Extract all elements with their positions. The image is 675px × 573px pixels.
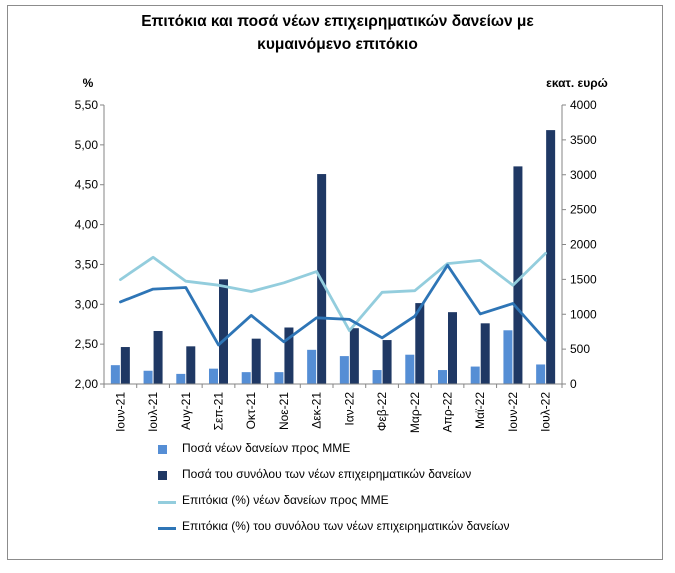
bar-sme-amount-6 (307, 349, 317, 384)
line-total-rates (119, 263, 547, 347)
bar-total-amount-7 (349, 328, 359, 384)
legend-swatch-total-amounts (158, 471, 167, 480)
bar-total-amount-9 (415, 303, 425, 384)
x-tick-label-7: Ιαν-22 (342, 392, 356, 426)
y-right-tick-label-2: 1000 (570, 307, 597, 321)
legend-label-sme-amounts: Ποσά νέων δανείων προς ΜΜΕ (182, 441, 351, 455)
bar-sme-amount-11 (470, 366, 480, 384)
y-left-tick-label-5: 4,50 (75, 178, 99, 192)
bar-total-amount-11 (480, 323, 490, 384)
chart-title-line-1: Επιτόκια και ποσά νέων επιχειρηματικών δ… (141, 13, 534, 30)
y-right-tick-label-8: 4000 (570, 98, 597, 112)
x-tick-label-0: Ιουν-21 (113, 392, 127, 432)
y-left-tick-label-4: 4,00 (75, 218, 99, 232)
bar-sme-amount-3 (209, 368, 218, 384)
bar-total-amount-8 (382, 340, 392, 384)
bar-sme-amount-10 (438, 370, 447, 384)
x-tick-label-2: Αυγ-21 (179, 392, 193, 430)
bar-total-amount-3 (219, 279, 228, 384)
x-tick-label-12: Ιουν-22 (506, 392, 520, 432)
y-left-tick-label-2: 3,00 (75, 297, 99, 311)
bar-sme-amount-1 (143, 370, 153, 384)
bar-total-amount-10 (448, 312, 457, 384)
y-left-tick-label-0: 2,00 (75, 377, 99, 391)
y-left-tick-label-7: 5,50 (75, 98, 99, 112)
legend-label-total-rates: Επιτόκια (%) του συνόλου των νέων επιχει… (182, 519, 510, 533)
bar-total-amount-0 (120, 347, 130, 384)
bar-sme-amount-8 (372, 370, 382, 384)
chart-title-line-2: κυμαινόμενο επιτόκιο (257, 36, 418, 53)
legend-line-total-rates (158, 527, 176, 530)
y-axis-right-unit: εκατ. ευρώ (546, 76, 608, 90)
y-right-tick-label-0: 0 (570, 377, 577, 391)
x-tick-label-3: Σεπ-21 (212, 392, 226, 431)
y-left-tick-label-1: 2,50 (75, 337, 99, 351)
x-tick-label-6: Δεκ-21 (310, 392, 324, 429)
bar-total-amount-5 (284, 327, 294, 384)
bar-total-amount-12 (513, 166, 523, 384)
y-right-tick-label-4: 2000 (570, 238, 597, 252)
x-tick-label-9: Μαρ-22 (408, 392, 422, 433)
chart-title: Επιτόκια και ποσά νέων επιχειρηματικών δ… (0, 10, 675, 56)
legend-line-sme-rates (158, 501, 176, 504)
bar-sme-amount-5 (274, 372, 284, 384)
bar-sme-amount-7 (339, 356, 349, 384)
x-tick-label-1: Ιουλ-21 (146, 392, 160, 432)
legend-label-total-amounts: Ποσά του συνόλου των νέων επιχειρηματικώ… (182, 467, 472, 481)
bar-sme-amount-12 (503, 330, 513, 384)
bar-total-amount-13 (546, 130, 556, 384)
y-right-tick-label-3: 1500 (570, 272, 597, 286)
x-tick-label-10: Απρ-22 (441, 392, 455, 433)
legend-swatch-sme-amounts (158, 445, 167, 454)
bar-sme-amount-4 (241, 372, 251, 384)
y-right-tick-label-1: 500 (570, 342, 590, 356)
line-sme-rates (119, 251, 547, 333)
y-axis-left-unit: % (83, 76, 94, 90)
y-right-tick-label-6: 3000 (570, 168, 597, 182)
bar-sme-amount-9 (405, 354, 415, 384)
x-tick-label-13: Ιουλ-22 (539, 392, 553, 432)
y-left-tick-label-3: 3,50 (75, 257, 99, 271)
x-tick-label-11: Μαϊ-22 (473, 392, 487, 429)
y-right-tick-label-5: 2500 (570, 203, 597, 217)
bar-sme-amount-2 (176, 373, 186, 384)
x-tick-label-5: Νοε-21 (277, 392, 291, 430)
y-left-tick-label-6: 5,00 (75, 138, 99, 152)
legend-label-sme-rates: Επιτόκια (%) νέων δανείων προς ΜΜΕ (182, 493, 389, 507)
bar-sme-amount-0 (110, 365, 120, 384)
x-tick-label-8: Φεβ-22 (375, 392, 389, 431)
y-right-tick-label-7: 3500 (570, 133, 597, 147)
bar-total-amount-4 (251, 338, 261, 384)
bar-sme-amount-13 (536, 364, 546, 384)
bar-total-amount-2 (186, 346, 196, 384)
bar-total-amount-1 (153, 330, 163, 384)
x-tick-label-4: Οκτ-21 (244, 392, 258, 430)
